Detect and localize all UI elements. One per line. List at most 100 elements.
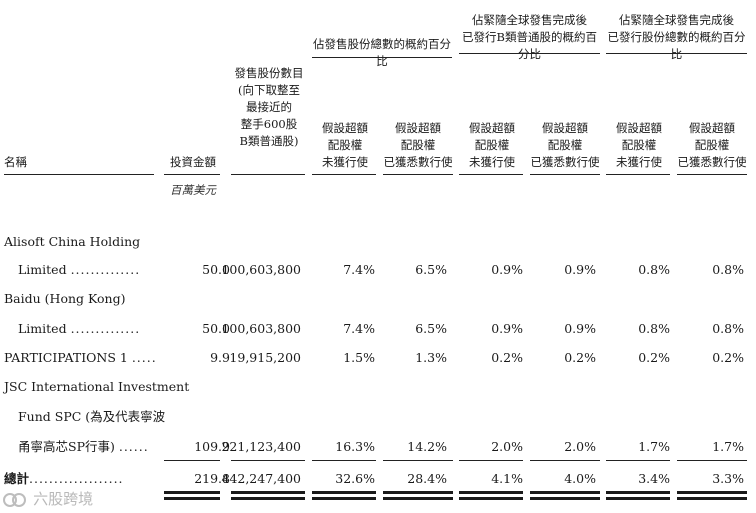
sum-rule-amount xyxy=(164,460,220,461)
rule-c4 xyxy=(530,174,600,175)
row2-v5: 0.8% xyxy=(638,321,670,336)
total-v5: 3.4% xyxy=(638,471,670,486)
header-g1-not-exercised: 假設超額 配股權 未獲行使 xyxy=(322,121,368,169)
row3-v1: 1.5% xyxy=(343,350,375,365)
total-double-rule-c5-a xyxy=(606,491,670,494)
total-double-rule-c2-a xyxy=(383,491,453,494)
total-double-rule-c4-a xyxy=(530,491,600,494)
row4-v3: 2.0% xyxy=(491,439,523,454)
total-double-rule-c3-b xyxy=(459,497,523,500)
row4-name-line1: JSC International Investment xyxy=(4,379,190,394)
sum-rule-c1 xyxy=(312,460,376,461)
total-v2: 28.4% xyxy=(407,471,447,486)
header-g1-fully-exercised: 假設超額 配股權 已獲悉數行使 xyxy=(383,121,453,169)
row4-v5: 1.7% xyxy=(638,439,670,454)
total-double-rule-c4-b xyxy=(530,497,600,500)
row2-name-line1: Baidu (Hong Kong) xyxy=(4,291,126,306)
unit-label: 百萬美元 xyxy=(170,183,216,197)
row3-v5: 0.2% xyxy=(638,350,670,365)
total-double-rule-c1-b xyxy=(312,497,376,500)
total-label: 總計................... xyxy=(4,471,124,486)
row2-v4: 0.9% xyxy=(564,321,596,336)
row2-name-last: Limited .............. xyxy=(18,321,141,336)
header-g2-not-exercised: 假設超額 配股權 未獲行使 xyxy=(469,121,515,169)
row3-v4: 0.2% xyxy=(564,350,596,365)
row2-v2: 6.5% xyxy=(415,321,447,336)
header-group1-rule xyxy=(312,57,452,58)
row1-v3: 0.9% xyxy=(491,262,523,277)
row1-v1: 7.4% xyxy=(343,262,375,277)
header-group-offer-shares: 佔發售股份總數的概約百分比 xyxy=(313,37,451,68)
row4-v1: 16.3% xyxy=(335,439,375,454)
row3-shares: 19,915,200 xyxy=(229,350,301,365)
row2-shares: 100,603,800 xyxy=(221,321,301,336)
total-v1: 32.6% xyxy=(335,471,375,486)
total-amount: 219.8 xyxy=(194,471,230,486)
row2-v3: 0.9% xyxy=(491,321,523,336)
sum-rule-c4 xyxy=(530,460,600,461)
row4-name-last: 甬寧高芯SP行事) ...... xyxy=(18,439,149,454)
rule-c5 xyxy=(606,174,670,175)
rule-shares xyxy=(231,174,305,175)
total-double-rule-shares-a xyxy=(231,491,305,494)
header-group-total-shares: 佔緊隨全球發售完成後 已發行股份總數的概約百分比 xyxy=(607,13,746,61)
row4-v6: 1.7% xyxy=(712,439,744,454)
sum-rule-c5 xyxy=(606,460,670,461)
sum-rule-c3 xyxy=(459,460,523,461)
total-double-rule-amount-b xyxy=(164,497,220,500)
row3-name-last: PARTICIPATIONS 1 ..... xyxy=(4,350,157,365)
row3-v2: 1.3% xyxy=(415,350,447,365)
total-double-rule-shares-b xyxy=(231,497,305,500)
rule-amount xyxy=(164,174,220,175)
row1-name-last: Limited .............. xyxy=(18,262,141,277)
rule-name xyxy=(4,174,154,175)
row4-shares: 221,123,400 xyxy=(221,439,301,454)
header-shares: 發售股份數目 (向下取整至 最接近的 整手600股 B類普通股) xyxy=(234,66,304,148)
watermark-text: 六股跨境 xyxy=(33,490,94,508)
row1-shares: 100,603,800 xyxy=(221,262,301,277)
header-g2-fully-exercised: 假設超額 配股權 已獲悉數行使 xyxy=(530,121,600,169)
header-g3-not-exercised: 假設超額 配股權 未獲行使 xyxy=(616,121,662,169)
header-name: 名稱 xyxy=(4,155,27,169)
rule-c3 xyxy=(459,174,523,175)
sum-rule-c2 xyxy=(383,460,453,461)
rule-c6 xyxy=(677,174,747,175)
header-group2-rule xyxy=(459,53,600,54)
row1-v5: 0.8% xyxy=(638,262,670,277)
row4-v4: 2.0% xyxy=(564,439,596,454)
total-v4: 4.0% xyxy=(564,471,596,486)
header-g3-fully-exercised: 假設超額 配股權 已獲悉數行使 xyxy=(677,121,747,169)
row3-amount: 9.9 xyxy=(210,350,230,365)
row1-v6: 0.8% xyxy=(712,262,744,277)
total-v6: 3.3% xyxy=(712,471,744,486)
header-group-class-b: 佔緊隨全球發售完成後 已發行B類普通股的概約百分比 xyxy=(462,13,597,61)
row2-amount: 50.0 xyxy=(202,321,230,336)
total-double-rule-c6-a xyxy=(677,491,747,494)
total-shares: 442,247,400 xyxy=(221,471,301,486)
row1-name-line1: Alisoft China Holding xyxy=(4,234,141,249)
total-double-rule-c5-b xyxy=(606,497,670,500)
watermark: 六股跨境 xyxy=(2,488,93,509)
row1-amount: 50.0 xyxy=(202,262,230,277)
header-group3-rule xyxy=(606,53,747,54)
row1-v2: 6.5% xyxy=(415,262,447,277)
header-amount: 投資金額 xyxy=(170,155,216,169)
total-double-rule-c1-a xyxy=(312,491,376,494)
total-v3: 4.1% xyxy=(491,471,523,486)
total-double-rule-amount-a xyxy=(164,491,220,494)
rule-c2 xyxy=(383,174,453,175)
total-double-rule-c3-a xyxy=(459,491,523,494)
row4-amount: 109.9 xyxy=(194,439,230,454)
row4-name-line2: Fund SPC (為及代表寧波 xyxy=(18,409,166,424)
watermark-logo-icon xyxy=(3,492,26,507)
sum-rule-shares xyxy=(231,460,305,461)
row4-v2: 14.2% xyxy=(407,439,447,454)
total-double-rule-c2-b xyxy=(383,497,453,500)
row2-v6: 0.8% xyxy=(712,321,744,336)
row1-v4: 0.9% xyxy=(564,262,596,277)
rule-c1 xyxy=(312,174,376,175)
total-double-rule-c6-b xyxy=(677,497,747,500)
row3-v3: 0.2% xyxy=(491,350,523,365)
row2-v1: 7.4% xyxy=(343,321,375,336)
row3-v6: 0.2% xyxy=(712,350,744,365)
